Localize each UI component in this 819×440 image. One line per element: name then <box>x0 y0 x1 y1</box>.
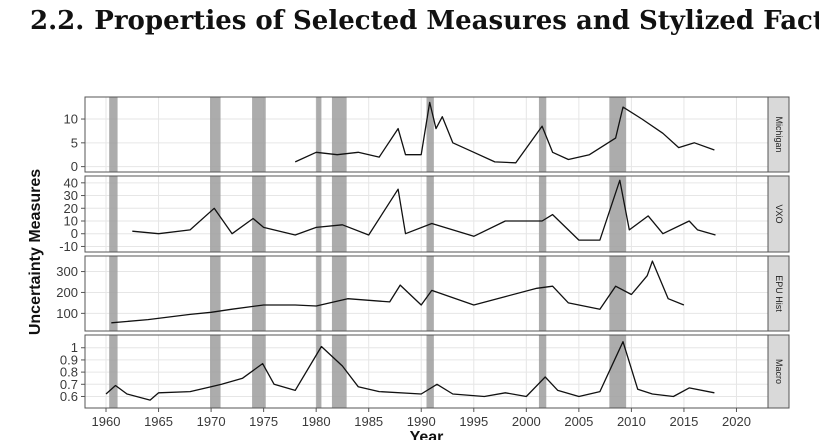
y-tick-label: -10 <box>59 239 78 254</box>
y-tick-label: 0.6 <box>60 389 78 404</box>
recession-band <box>609 256 627 331</box>
facet-label: VXO <box>774 204 784 223</box>
section-heading: 2.2. Properties of Selected Measures and … <box>30 6 819 36</box>
x-tick-label: 1985 <box>354 414 383 429</box>
y-tick-label: 30 <box>64 188 78 203</box>
recession-band <box>538 335 547 408</box>
x-axis-title: Year <box>410 429 444 440</box>
recession-band <box>109 256 118 331</box>
recession-band <box>109 335 118 408</box>
y-tick-label: 200 <box>56 285 78 300</box>
facet-label: Macro <box>774 359 784 384</box>
recession-band <box>426 335 434 408</box>
facet-strip <box>767 334 790 409</box>
section-number: 2.2. <box>30 6 85 36</box>
x-tick-label: 2015 <box>669 414 698 429</box>
recession-band <box>609 97 627 172</box>
y-tick-label: 5 <box>71 135 78 150</box>
series-line-michigan <box>294 101 715 164</box>
recession-band <box>331 97 347 172</box>
facet-strip <box>767 96 790 173</box>
x-tick-label: 1980 <box>302 414 331 429</box>
y-tick-label: 100 <box>56 306 78 321</box>
recession-band <box>316 97 322 172</box>
x-tick-label: 1965 <box>144 414 173 429</box>
y-tick-label: 0.9 <box>60 352 78 367</box>
recession-band <box>426 97 434 172</box>
y-tick-label: 0 <box>71 159 78 174</box>
facet-strip <box>767 175 790 253</box>
recession-band <box>109 97 118 172</box>
y-tick-label: 40 <box>64 175 78 190</box>
recession-band <box>316 176 322 252</box>
x-tick-label: 2010 <box>617 414 646 429</box>
y-tick-label: 1 <box>71 340 78 355</box>
y-tick-label: 300 <box>56 264 78 279</box>
recession-band <box>331 335 347 408</box>
recession-band <box>252 176 266 252</box>
recession-band <box>426 176 434 252</box>
recession-band <box>609 335 627 408</box>
y-tick-label: 10 <box>64 214 78 229</box>
y-tick-label: 0.8 <box>60 365 78 380</box>
recession-band <box>316 256 322 331</box>
recession-band <box>538 97 547 172</box>
facet-label: Michigan <box>774 116 784 152</box>
series-line-vxo <box>132 179 716 241</box>
facet-label: EPU Hist <box>774 275 784 312</box>
x-tick-label: 1960 <box>92 414 121 429</box>
recession-band <box>538 176 547 252</box>
y-tick-label: 0.7 <box>60 377 78 392</box>
facet-strip <box>767 255 790 332</box>
recession-band <box>210 335 221 408</box>
x-tick-label: 2020 <box>722 414 751 429</box>
recession-band <box>609 176 627 252</box>
recession-band <box>252 335 266 408</box>
recession-band <box>210 256 221 331</box>
recession-band <box>252 97 266 172</box>
y-axis-title: Uncertainty Measures <box>27 169 44 335</box>
recession-band <box>210 97 221 172</box>
recession-band <box>316 335 322 408</box>
recession-band <box>331 256 347 331</box>
x-tick-label: 2000 <box>512 414 541 429</box>
y-tick-label: 10 <box>64 112 78 127</box>
x-tick-label: 1975 <box>249 414 278 429</box>
y-tick-label: 0 <box>71 226 78 241</box>
recession-band <box>109 176 118 252</box>
series-line-macro <box>105 341 715 401</box>
x-tick-label: 1990 <box>407 414 436 429</box>
section-title: Properties of Selected Measures and Styl… <box>94 6 819 36</box>
recession-band <box>252 256 266 331</box>
recession-band <box>210 176 221 252</box>
recession-band <box>331 176 347 252</box>
x-tick-label: 1970 <box>197 414 226 429</box>
x-tick-label: 1995 <box>459 414 488 429</box>
y-tick-label: 20 <box>64 201 78 216</box>
series-line-epu-hist <box>111 260 685 324</box>
x-tick-label: 2005 <box>564 414 593 429</box>
recession-band <box>538 256 547 331</box>
